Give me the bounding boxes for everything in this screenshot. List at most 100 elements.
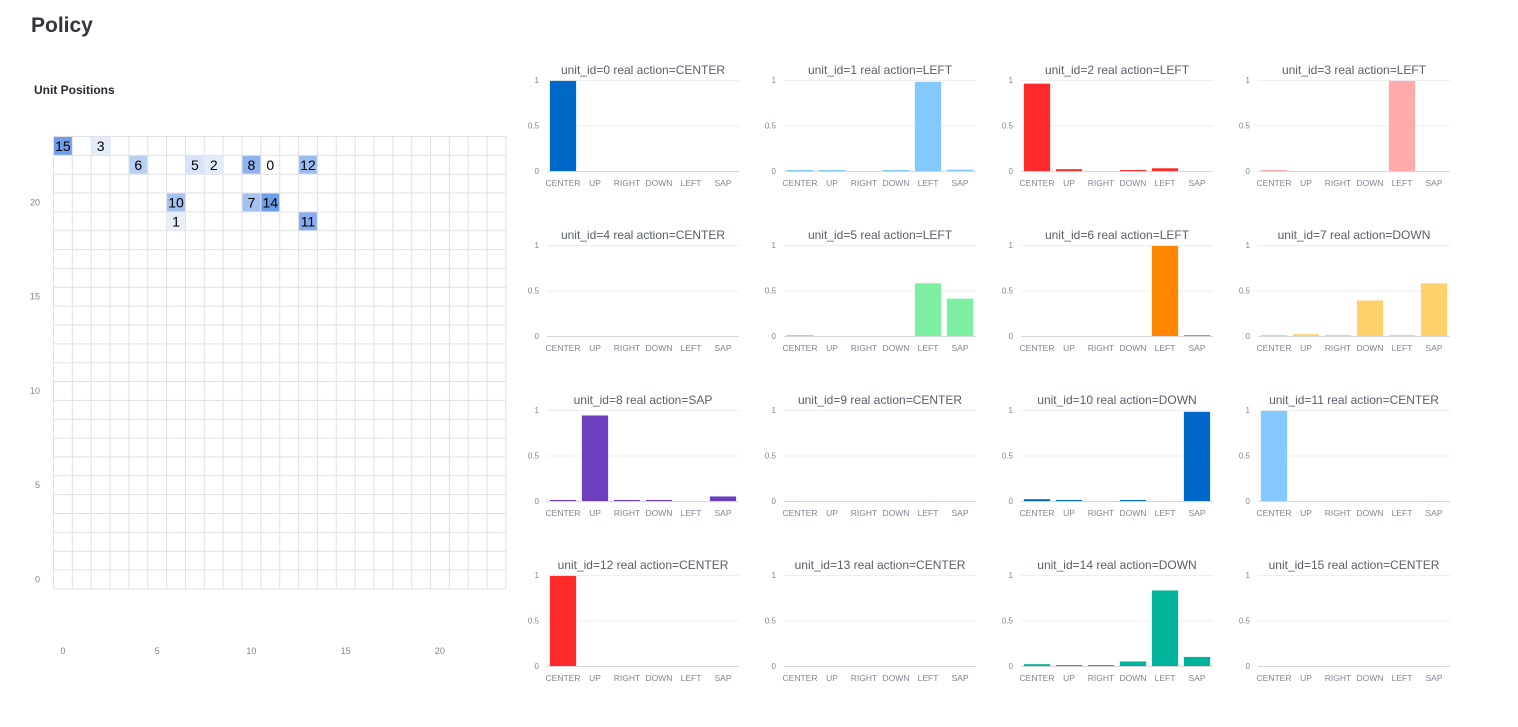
chart-x-tick: DOWN [646, 508, 673, 518]
chart-y-tick: 0 [1009, 662, 1014, 671]
chart-bar-center[interactable] [786, 335, 814, 336]
unit-policy-chart-10[interactable]: unit_id=10 real action=DOWN 0 0.5 1 CENTER UP… [985, 390, 1215, 525]
chart-bar-up[interactable] [1055, 665, 1083, 666]
chart-x-tick: LEFT [918, 508, 939, 518]
chart-bar-down[interactable] [1119, 661, 1147, 666]
unit-policy-chart-4[interactable]: unit_id=4 real action=CENTER 0 0.5 1 CENTER U… [511, 225, 741, 360]
unit-cell-fill [129, 155, 148, 174]
unit-policy-chart-11[interactable]: unit_id=11 real action=CENTER 0 0.5 1 CENTER… [1222, 390, 1452, 525]
chart-bar-sap[interactable] [1183, 411, 1211, 501]
chart-x-tick: UP [589, 673, 601, 683]
unit-policy-chart-8[interactable]: unit_id=8 real action=SAP 0 0.5 1 CENTER UP RI… [511, 390, 741, 525]
chart-bar-center[interactable] [1023, 664, 1051, 666]
chart-bar-up[interactable] [581, 415, 609, 501]
unit-policy-chart-0[interactable]: unit_id=0 real action=CENTER 0 0.5 1 CENTER U… [511, 60, 741, 195]
chart-x-tick: UP [589, 343, 601, 353]
unit-policy-chart-15[interactable]: unit_id=15 real action=CENTER 0 0.5 1 CENTER… [1222, 555, 1452, 690]
chart-x-tick: UP [1300, 178, 1312, 188]
chart-x-tick: SAP [714, 673, 731, 683]
chart-bar-down[interactable] [1356, 300, 1384, 336]
unit-cell-0[interactable]: 0 [261, 155, 280, 174]
chart-bar-center[interactable] [1260, 170, 1288, 171]
chart-y-tick: 0 [772, 332, 777, 341]
unit-cell-11[interactable]: 11 [299, 212, 317, 231]
unit-cell-8[interactable]: 8 [242, 155, 261, 174]
chart-x-tick: LEFT [918, 178, 939, 188]
chart-bar-center[interactable] [1023, 499, 1051, 501]
chart-bar-left[interactable] [1388, 80, 1416, 171]
chart-bar-center[interactable] [1260, 335, 1288, 336]
unit-policy-chart-12[interactable]: unit_id=12 real action=CENTER 0 0.5 1 CENTER… [511, 555, 741, 690]
chart-bar-sap[interactable] [709, 496, 737, 501]
chart-x-tick: DOWN [1120, 673, 1147, 683]
chart-bar-center[interactable] [549, 575, 577, 666]
chart-bar-up[interactable] [1055, 500, 1083, 501]
chart-title: unit_id=3 real action=LEFT [1282, 63, 1427, 77]
unit-cell-fill [54, 137, 72, 155]
chart-x-tick: UP [826, 178, 838, 188]
unit-cell-15[interactable]: 15 [54, 137, 72, 155]
unit-policy-chart-14[interactable]: unit_id=14 real action=DOWN 0 0.5 1 CENTER UP… [985, 555, 1215, 690]
chart-x-tick: RIGHT [1325, 508, 1351, 518]
chart-bar-center[interactable] [1023, 83, 1051, 171]
chart-bar-sap[interactable] [1420, 283, 1448, 336]
unit-cell-12[interactable]: 12 [299, 155, 317, 174]
chart-bar-center[interactable] [1260, 410, 1288, 501]
chart-bar-center[interactable] [549, 80, 577, 171]
chart-bar-left[interactable] [1151, 168, 1179, 171]
chart-bar-sap[interactable] [1183, 335, 1211, 336]
unit-cell-fill [91, 137, 110, 155]
chart-bar-sap[interactable] [1183, 656, 1211, 666]
chart-title: unit_id=8 real action=SAP [574, 393, 713, 407]
chart-bar-center[interactable] [549, 500, 577, 501]
chart-x-tick: LEFT [1155, 178, 1176, 188]
chart-bar-down[interactable] [882, 170, 910, 171]
unit-policy-chart-1[interactable]: unit_id=1 real action=LEFT 0 0.5 1 CENTER UP R… [748, 60, 978, 195]
chart-bar-up[interactable] [1292, 334, 1320, 336]
chart-y-tick: 1 [1246, 76, 1251, 85]
unit-policy-chart-3[interactable]: unit_id=3 real action=LEFT 0 0.5 1 CENTER UP R… [1222, 60, 1452, 195]
chart-y-tick: 0 [535, 167, 540, 176]
chart-x-tick: CENTER [783, 343, 818, 353]
chart-bar-center[interactable] [786, 170, 814, 171]
chart-bar-left[interactable] [914, 81, 942, 171]
unit-cell-fill [299, 212, 317, 231]
chart-bar-down[interactable] [1119, 170, 1147, 171]
chart-bar-left[interactable] [1151, 590, 1179, 666]
chart-x-tick: RIGHT [1088, 343, 1114, 353]
chart-bar-right[interactable] [1324, 335, 1352, 336]
chart-bar-left[interactable] [1388, 335, 1416, 336]
unit-cell-5[interactable]: 5 [185, 155, 204, 174]
unit-cell-3[interactable]: 3 [91, 137, 110, 155]
chart-bar-left[interactable] [1151, 245, 1179, 336]
chart-bar-up[interactable] [1055, 169, 1083, 171]
chart-bar-right[interactable] [1087, 665, 1115, 666]
chart-y-tick: 0 [772, 497, 777, 506]
chart-bar-sap[interactable] [946, 298, 974, 336]
chart-y-tick: 0 [535, 332, 540, 341]
chart-bar-down[interactable] [1119, 500, 1147, 501]
chart-bar-sap[interactable] [946, 169, 974, 171]
unit-cell-1[interactable]: 1 [167, 212, 185, 231]
chart-x-tick: DOWN [883, 673, 910, 683]
unit-cell-14[interactable]: 14 [261, 193, 280, 212]
unit-cell-10[interactable]: 10 [167, 193, 185, 212]
unit-cell-2[interactable]: 2 [204, 155, 223, 174]
unit-policy-chart-9[interactable]: unit_id=9 real action=CENTER 0 0.5 1 CENTER U… [748, 390, 978, 525]
chart-y-tick: 0 [1009, 332, 1014, 341]
page-title: Policy [31, 14, 93, 37]
chart-bar-left[interactable] [914, 283, 942, 336]
chart-bar-right[interactable] [613, 500, 641, 501]
unit-policy-chart-7[interactable]: unit_id=7 real action=DOWN 0 0.5 1 CENTER UP R… [1222, 225, 1452, 360]
chart-bar-up[interactable] [818, 170, 846, 171]
unit-policy-chart-6[interactable]: unit_id=6 real action=LEFT 0 0.5 1 CENTER UP R… [985, 225, 1215, 360]
chart-bar-down[interactable] [645, 500, 673, 501]
unit-policy-chart-2[interactable]: unit_id=2 real action=LEFT 0 0.5 1 CENTER UP R… [985, 60, 1215, 195]
chart-x-tick: DOWN [1357, 508, 1384, 518]
unit-cell-6[interactable]: 6 [129, 155, 148, 174]
unit-policy-chart-5[interactable]: unit_id=5 real action=LEFT 0 0.5 1 CENTER UP R… [748, 225, 978, 360]
chart-title: unit_id=4 real action=CENTER [561, 228, 725, 242]
unit-cell-7[interactable]: 7 [242, 193, 261, 212]
unit-policy-chart-13[interactable]: unit_id=13 real action=CENTER 0 0.5 1 CENTER… [748, 555, 978, 690]
